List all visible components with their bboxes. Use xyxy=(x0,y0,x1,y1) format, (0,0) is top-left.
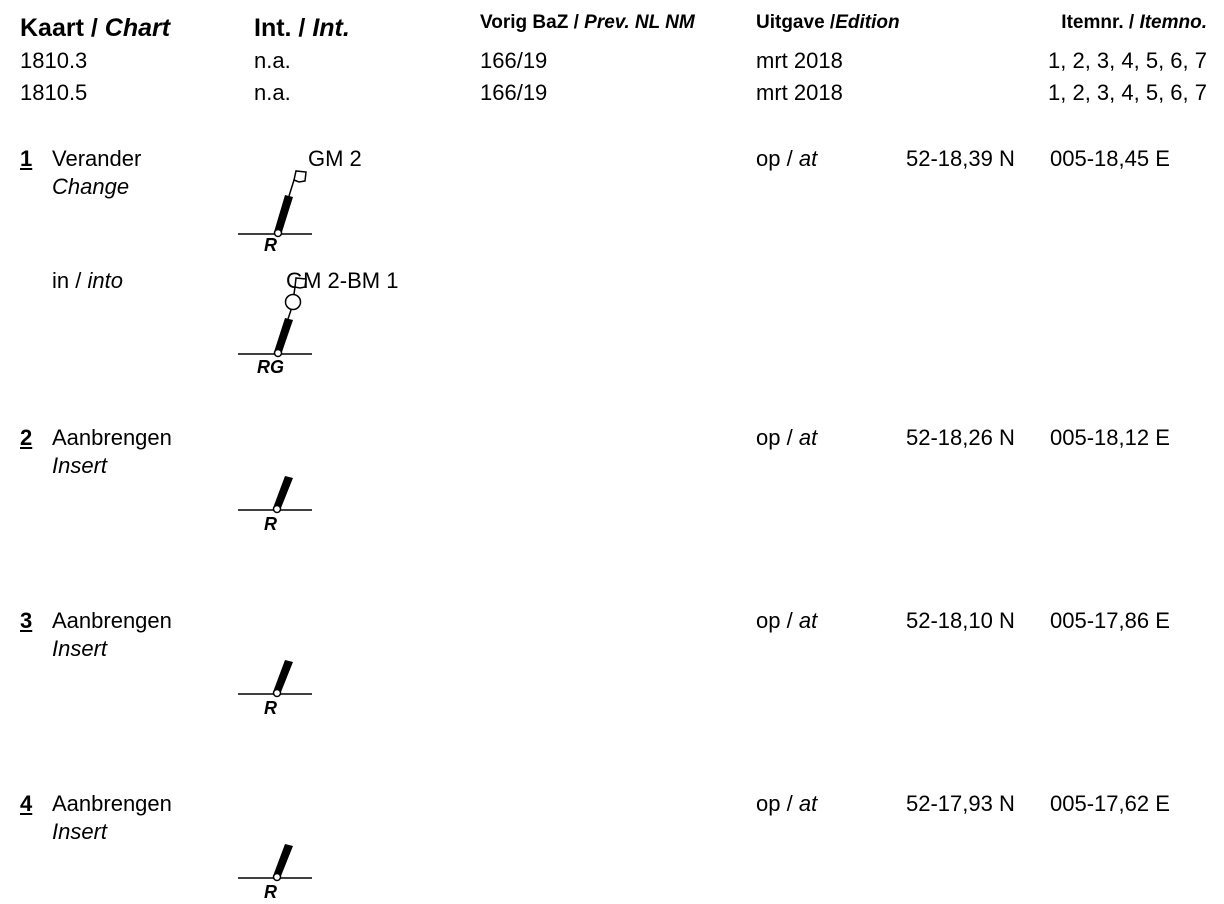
item-1-new-buoy-label: RG xyxy=(257,357,284,377)
header-int: Int. / Int. xyxy=(254,14,350,43)
chart-row-1-items: 1, 2, 3, 4, 5, 6, 7 xyxy=(1048,48,1207,73)
item-2-action-en: Insert xyxy=(52,453,108,478)
item-3-action-nl: Aanbrengen xyxy=(52,608,172,633)
chart-row-1-chart: 1810.3 xyxy=(20,48,88,73)
header-int-en: Int. xyxy=(312,14,350,42)
can-buoy-flag-sphere-icon xyxy=(238,277,312,358)
header-chart: Kaart / Chart xyxy=(20,14,170,43)
item-2-op: op / xyxy=(756,425,793,450)
item-1-buoy-name: GM 2 xyxy=(308,146,362,171)
header-edition: Uitgave /Edition xyxy=(756,12,900,34)
item-2-buoy-label: R xyxy=(264,514,277,534)
header-chart-nl: Kaart / xyxy=(20,14,98,42)
item-3-position-prefix: op / at xyxy=(756,608,817,634)
item-4-buoy-label: R xyxy=(264,882,277,902)
chart-row-1-edition: mrt 2018 xyxy=(756,48,843,73)
item-3-op: op / xyxy=(756,608,793,633)
item-1-into-nl: in / xyxy=(52,268,82,293)
item-4-at: at xyxy=(798,791,818,816)
chart-row-2-items: 1, 2, 3, 4, 5, 6, 7 xyxy=(1048,80,1207,105)
item-1-op: op / xyxy=(756,146,793,171)
item-1-number: 1 xyxy=(20,146,33,171)
chart-row-2-chart: 1810.5 xyxy=(20,80,88,105)
item-1-position-prefix: op / at xyxy=(756,146,817,172)
header-prev-nl: Vorig BaZ / xyxy=(480,12,579,33)
header-edition-nl: Uitgave / xyxy=(756,12,836,33)
item-1-into: in / into xyxy=(52,268,123,294)
item-3-number: 3 xyxy=(20,608,33,633)
item-4-op: op / xyxy=(756,791,793,816)
header-itemno-en: Itemno. xyxy=(1139,12,1207,33)
item-1-at: at xyxy=(798,146,818,171)
item-4-lon: 005-17,62 E xyxy=(1050,791,1170,816)
item-2-lon: 005-18,12 E xyxy=(1050,425,1170,450)
item-2-position-prefix: op / at xyxy=(756,425,817,451)
chart-row-2-prev: 166/19 xyxy=(480,80,548,105)
header-prev: Vorig BaZ / Prev. NL NM xyxy=(480,12,695,34)
item-4-number: 4 xyxy=(20,791,33,816)
item-1-action-en: Change xyxy=(52,174,130,199)
header-edition-en: Edition xyxy=(835,12,900,33)
item-3-buoy-label: R xyxy=(264,698,277,718)
can-buoy-icon xyxy=(238,476,312,514)
item-1-lat: 52-18,39 N xyxy=(906,146,1015,171)
item-2-lat: 52-18,26 N xyxy=(906,425,1015,450)
header-int-nl: Int. / xyxy=(254,14,306,42)
can-buoy-icon xyxy=(238,844,312,882)
item-1-into-en: into xyxy=(87,268,123,293)
can-buoy-icon xyxy=(238,660,312,698)
item-1-lon: 005-18,45 E xyxy=(1050,146,1170,171)
chart-row-2-int: n.a. xyxy=(254,80,291,105)
header-itemno-nl: Itemnr. / xyxy=(1061,12,1135,33)
item-3-at: at xyxy=(798,608,818,633)
item-1-action-nl: Verander xyxy=(52,146,142,171)
can-buoy-flag-icon xyxy=(238,170,312,238)
item-4-position-prefix: op / at xyxy=(756,791,817,817)
chart-row-1-prev: 166/19 xyxy=(480,48,548,73)
item-1-buoy-label: R xyxy=(264,235,277,255)
header-prev-en: Prev. NL NM xyxy=(584,12,695,33)
chart-row-2-edition: mrt 2018 xyxy=(756,80,843,105)
item-3-lon: 005-17,86 E xyxy=(1050,608,1170,633)
item-3-action-en: Insert xyxy=(52,636,108,661)
item-4-action-nl: Aanbrengen xyxy=(52,791,172,816)
item-2-action-nl: Aanbrengen xyxy=(52,425,172,450)
item-2-at: at xyxy=(798,425,818,450)
item-4-action-en: Insert xyxy=(52,819,108,844)
item-3-lat: 52-18,10 N xyxy=(906,608,1015,633)
header-chart-en: Chart xyxy=(104,14,171,42)
item-4-lat: 52-17,93 N xyxy=(906,791,1015,816)
header-itemno: Itemnr. / Itemno. xyxy=(1061,12,1207,34)
item-2-number: 2 xyxy=(20,425,33,450)
chart-row-1-int: n.a. xyxy=(254,48,291,73)
